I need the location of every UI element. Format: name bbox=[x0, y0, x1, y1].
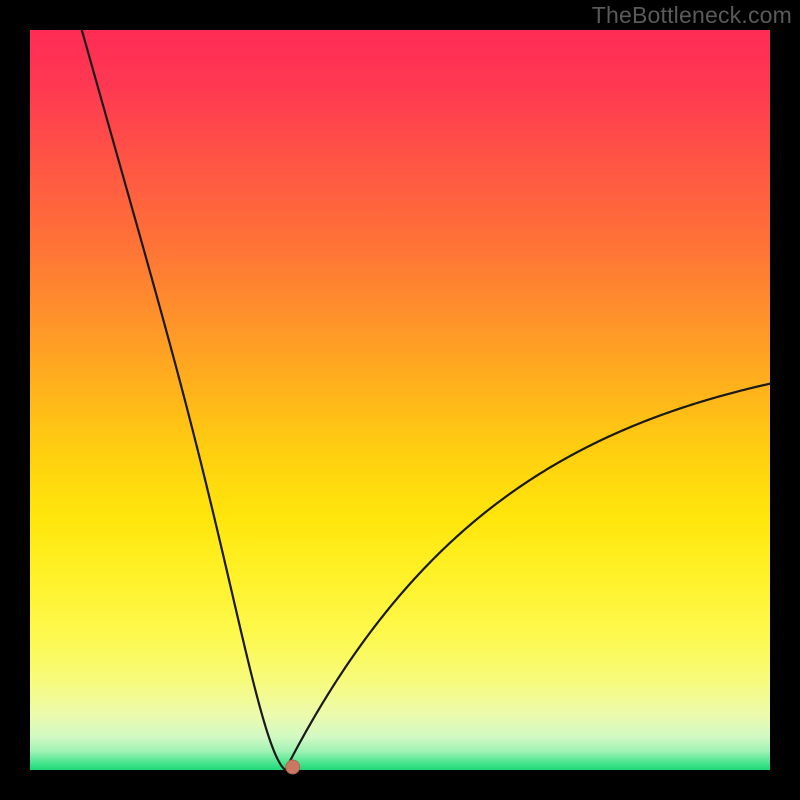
plot-background bbox=[30, 30, 770, 770]
bottleneck-chart bbox=[0, 0, 800, 800]
curve-minimum-marker bbox=[286, 760, 300, 774]
chart-container: TheBottleneck.com bbox=[0, 0, 800, 800]
watermark-text: TheBottleneck.com bbox=[592, 2, 792, 29]
